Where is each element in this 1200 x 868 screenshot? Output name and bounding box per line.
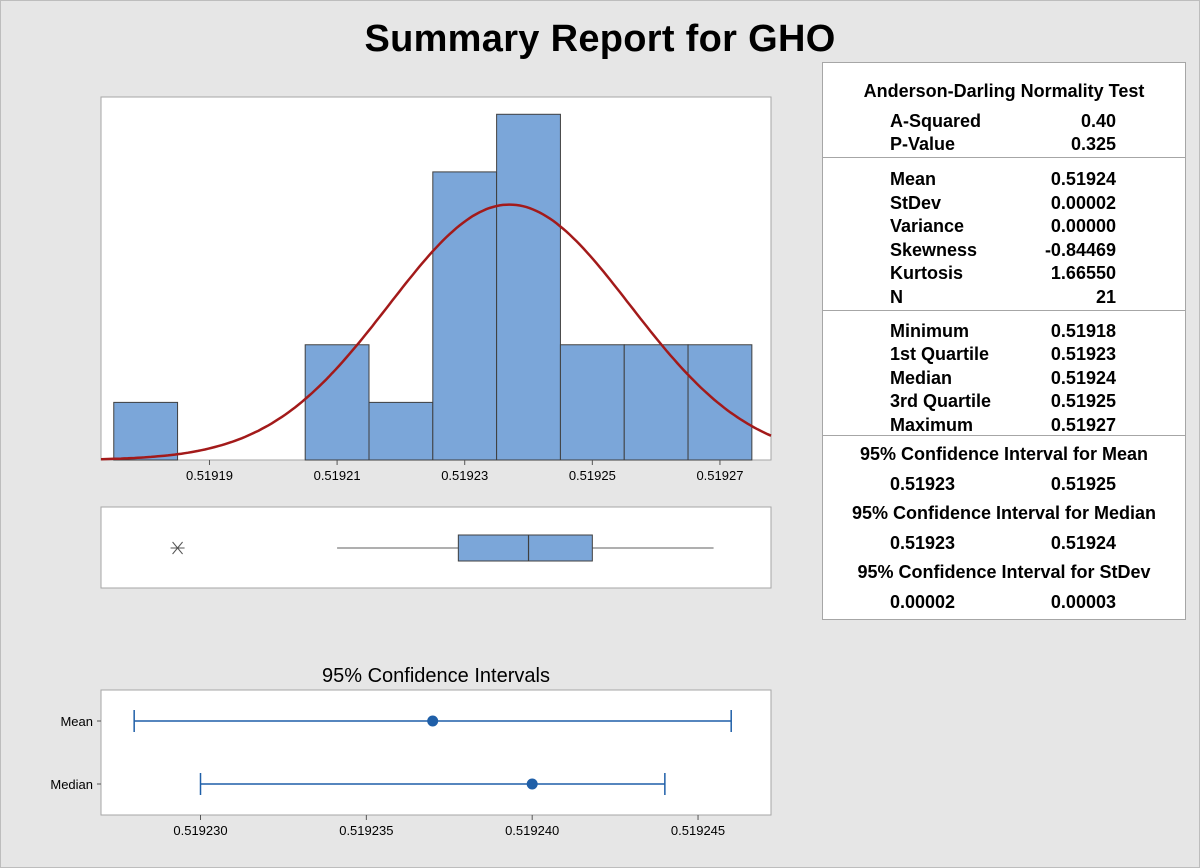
stat-value: 0.51923 <box>1050 344 1116 364</box>
stat-label: 3rd Quartile <box>890 391 992 411</box>
ci-x-tick-label: 0.519240 <box>505 823 559 838</box>
ci-upper: 0.51924 <box>1050 533 1116 553</box>
ci-upper: 0.51925 <box>1050 474 1116 494</box>
ci-lower: 0.51923 <box>890 533 956 553</box>
histogram-x-tick-label: 0.51919 <box>186 468 233 483</box>
ci-stdev-title: 95% Confidence Interval for StDev <box>857 562 1151 582</box>
stat-row-stdev: StDev 0.00002 <box>890 193 1116 214</box>
stat-value: 1.66550 <box>1050 263 1116 283</box>
ci-chart-title: 95% Confidence Intervals <box>322 665 550 687</box>
stat-value: 0.51927 <box>1050 415 1116 435</box>
ci-plot-area <box>100 689 772 816</box>
stat-label: Median <box>890 368 953 388</box>
boxplot-box <box>457 534 593 562</box>
ci-center-point <box>427 715 439 727</box>
stat-label: A-Squared <box>890 111 982 131</box>
stat-label: StDev <box>890 193 942 213</box>
ci-category-label: Mean <box>60 714 93 729</box>
divider <box>823 435 1185 436</box>
ci-stdev-values: 0.00002 0.00003 <box>890 592 1116 613</box>
histogram-bar <box>113 401 179 461</box>
stat-row-minimum: Minimum 0.51918 <box>890 321 1116 342</box>
stat-row-n: N 21 <box>890 287 1116 308</box>
histogram-bar <box>623 344 689 461</box>
stat-value: 0.51925 <box>1050 391 1116 411</box>
stat-value: 0.40 <box>1080 111 1116 131</box>
stat-value: 0.51924 <box>1050 169 1116 189</box>
histogram-bar <box>687 344 753 461</box>
stat-row-median: Median 0.51924 <box>890 368 1116 389</box>
ci-center-point <box>526 778 538 790</box>
histogram-x-tick-label: 0.51923 <box>441 468 488 483</box>
ci-median-title: 95% Confidence Interval for Median <box>851 503 1157 523</box>
stat-value: 0.51924 <box>1050 368 1116 388</box>
boxplot-outlier-marker <box>170 541 185 555</box>
histogram-bar <box>432 171 498 461</box>
stat-value: 21 <box>1095 287 1116 307</box>
histogram-x-tick-label: 0.51925 <box>569 468 616 483</box>
ci-mean-values: 0.51923 0.51925 <box>890 474 1116 495</box>
stat-row-variance: Variance 0.00000 <box>890 216 1116 237</box>
histogram-x-tick-label: 0.51921 <box>314 468 361 483</box>
stat-label: Minimum <box>890 321 969 341</box>
stat-value: -0.84469 <box>1044 240 1116 260</box>
stat-value: 0.00002 <box>1050 193 1116 213</box>
histogram-bar <box>368 401 434 461</box>
stat-row-mean: Mean 0.51924 <box>890 169 1116 190</box>
ad-test-title: Anderson-Darling Normality Test <box>863 81 1145 101</box>
stat-row-q1: 1st Quartile 0.51923 <box>890 344 1116 365</box>
stat-label: Skewness <box>890 240 978 260</box>
page-title: Summary Report for GHO <box>364 18 836 60</box>
ci-category-label: Median <box>50 777 93 792</box>
stat-label: Kurtosis <box>890 263 964 283</box>
stat-row-q3: 3rd Quartile 0.51925 <box>890 391 1116 412</box>
histogram-x-tick-label: 0.51927 <box>696 468 743 483</box>
ci-x-tick-label: 0.519235 <box>339 823 393 838</box>
stat-row-maximum: Maximum 0.51927 <box>890 415 1116 436</box>
histogram-bar <box>559 344 625 461</box>
stat-value: 0.00000 <box>1050 216 1116 236</box>
stat-row-p-value: P-Value 0.325 <box>890 134 1116 155</box>
divider <box>823 310 1185 311</box>
ci-upper: 0.00003 <box>1050 592 1116 612</box>
normal-fit-curve <box>100 203 772 461</box>
stat-label: P-Value <box>890 134 956 154</box>
outlier-stroke <box>172 541 183 555</box>
stat-row-skewness: Skewness -0.84469 <box>890 240 1116 261</box>
ci-x-tick-label: 0.519230 <box>173 823 227 838</box>
ci-lower: 0.51923 <box>890 474 956 494</box>
stat-label: Mean <box>890 169 937 189</box>
stat-row-a-squared: A-Squared 0.40 <box>890 111 1116 132</box>
stat-row-kurtosis: Kurtosis 1.66550 <box>890 263 1116 284</box>
stat-label: Variance <box>890 216 965 236</box>
stat-label: N <box>890 287 903 307</box>
histogram-bar <box>304 344 370 461</box>
ci-lower: 0.00002 <box>890 592 956 612</box>
stat-label: Maximum <box>890 415 974 435</box>
stat-value: 0.51918 <box>1050 321 1116 341</box>
stat-value: 0.325 <box>1070 134 1116 154</box>
ci-mean-title: 95% Confidence Interval for Mean <box>859 444 1149 464</box>
histogram-bar <box>496 113 561 461</box>
stat-label: 1st Quartile <box>890 344 990 364</box>
divider <box>823 157 1185 158</box>
ci-median-values: 0.51923 0.51924 <box>890 533 1116 554</box>
stats-panel: Anderson-Darling Normality Test A-Square… <box>822 62 1186 620</box>
ci-x-tick-label: 0.519245 <box>671 823 725 838</box>
